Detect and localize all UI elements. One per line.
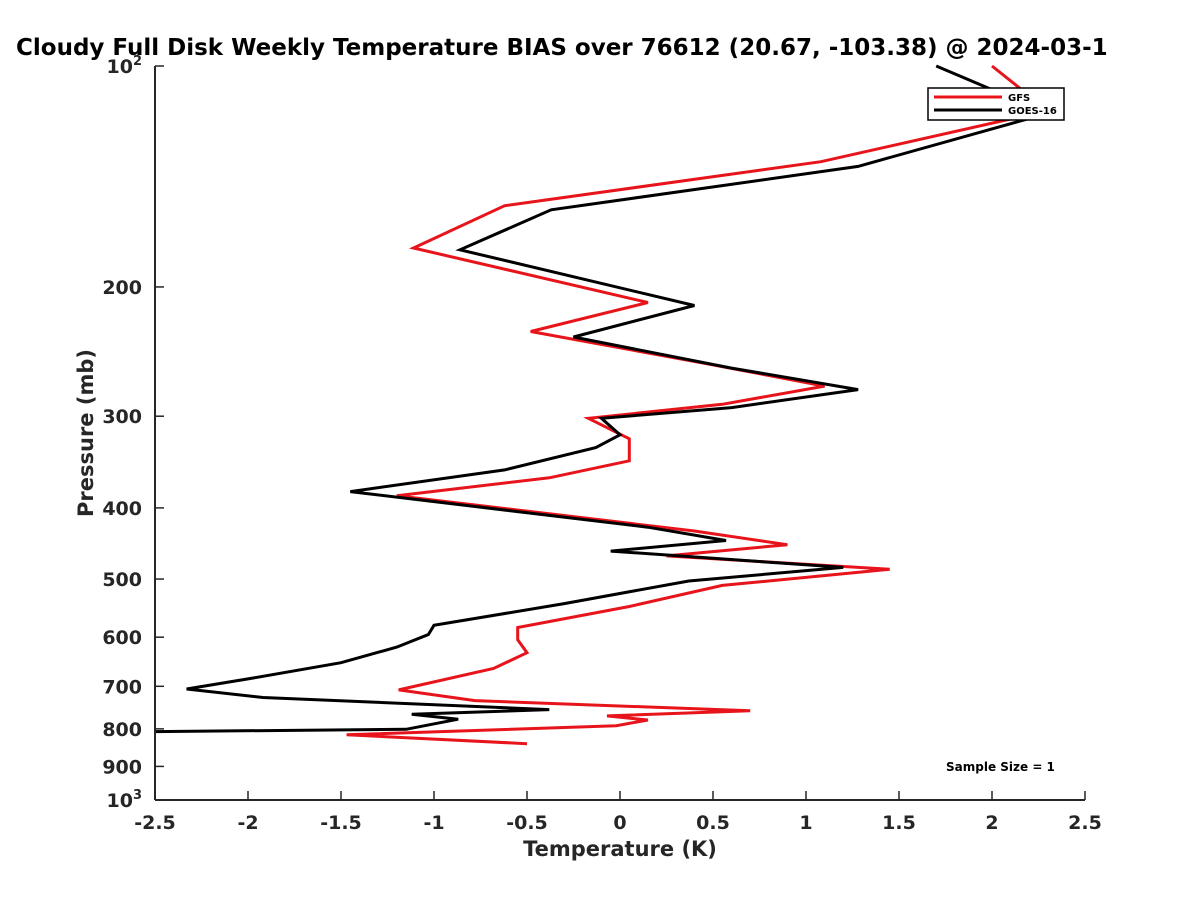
- y-tick-label: 400: [102, 498, 142, 520]
- x-tick-label: -1: [423, 812, 444, 834]
- x-tick-label: 0.5: [696, 812, 730, 834]
- x-tick-label: -1.5: [320, 812, 362, 834]
- y-axis-label: Pressure (mb): [74, 349, 98, 517]
- y-tick-label: 800: [102, 719, 142, 741]
- x-axis-ticks: -2.5 -2 -1.5 -1 -0.5 0 0.5 1 1.5 2 2.5: [134, 791, 1102, 834]
- x-axis-label: Temperature (K): [523, 837, 717, 861]
- y-tick-label: 700: [102, 676, 142, 698]
- x-tick-label: -2: [237, 812, 258, 834]
- legend-label-goes16: GOES-16: [1008, 106, 1057, 117]
- legend: GFS GOES-16: [927, 87, 1065, 121]
- legend-label-gfs: GFS: [1008, 93, 1030, 104]
- x-tick-label: -0.5: [506, 812, 548, 834]
- x-tick-label: -2.5: [134, 812, 176, 834]
- x-tick-label: 1.5: [882, 812, 916, 834]
- y-tick-label: 300: [102, 406, 142, 428]
- chart-title: Cloudy Full Disk Weekly Temperature BIAS…: [16, 35, 1108, 61]
- x-tick-label: 2.5: [1068, 812, 1102, 834]
- y-tick-label: 103: [107, 788, 143, 812]
- y-axis-ticks: 102 200 300 400 500 600 700 800 900 103: [102, 54, 164, 812]
- y-tick-label: 500: [102, 569, 142, 591]
- plot-lines: [154, 64, 1053, 746]
- legend-box: [927, 87, 1065, 121]
- sample-size-annotation: Sample Size = 1: [946, 760, 1055, 774]
- series-line-goes16: [154, 64, 1053, 734]
- y-tick-label: 200: [102, 277, 142, 299]
- y-tick-label: 600: [102, 627, 142, 649]
- x-tick-label: 1: [799, 812, 812, 834]
- series-line-gfs: [346, 64, 1052, 746]
- y-tick-label: 900: [102, 756, 142, 778]
- y-tick-label: 102: [107, 54, 143, 78]
- x-tick-label: 0: [613, 812, 626, 834]
- x-tick-label: 2: [985, 812, 998, 834]
